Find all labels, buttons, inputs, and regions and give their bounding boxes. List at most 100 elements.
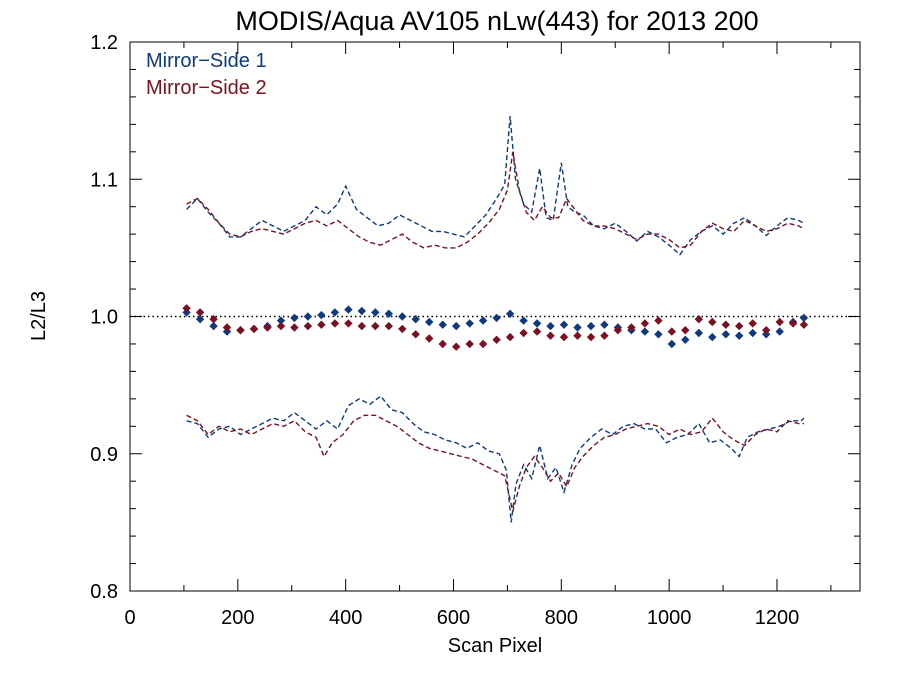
x-tick-label: 600 [437,607,470,629]
series-2-point [799,320,809,329]
series-1-point [344,305,353,314]
series-2-point [573,331,582,340]
y-tick-label: 1.0 [90,307,118,329]
series-1-point [478,316,488,325]
series-1-point [330,308,340,317]
series-2-point [559,332,569,342]
series-1-point [775,327,784,336]
series-1-point [573,323,582,332]
series-2-point [290,323,299,332]
series-2-point [600,331,609,340]
series-2-point [330,319,340,328]
series-2-point [681,326,690,335]
series-2-lower-bound-line [186,414,804,512]
series-1-point [640,327,650,336]
series-2-point [249,324,259,334]
series-1-point [600,320,609,329]
series-1-point [559,320,569,329]
y-axis-ticks: 0.8 0.9 1.0 1.1 1.2 [90,32,860,603]
x-axis-ticks: 0 200 400 600 800 1000 1200 [124,42,832,629]
x-tick-label: 400 [329,607,362,629]
series-2-point [640,319,650,328]
legend-entry-mirror-side-2: Mirror−Side 2 [146,77,267,99]
series-2-point [546,331,555,340]
series-2-point [465,339,474,349]
series-2-point [344,319,353,328]
series-1-point [667,339,676,349]
series-2-point [303,321,313,331]
series-2-point [209,315,218,324]
series-1-point [492,313,501,323]
series-1-point [290,313,299,323]
series-2-point [694,315,703,324]
series-2-point [505,332,515,342]
series-2-point [748,319,757,328]
x-tick-label: 0 [124,607,135,629]
series-1-point [505,309,515,318]
series-2-point [411,330,420,339]
series-2-point [182,304,191,313]
x-tick-label: 1200 [755,607,800,629]
series-1-point [586,321,596,331]
series-2-upper-bound-line [186,151,805,249]
series-1-point [357,306,366,316]
series-2-point [195,308,205,317]
series-1-point [371,308,380,317]
series-2-point [425,334,434,343]
series-1-point [708,332,717,342]
bounds-lines [186,116,805,523]
series-2-point [357,321,366,331]
series-1-point [411,315,420,324]
x-tick-label: 200 [221,607,254,629]
series-1-point [317,310,326,320]
series-1-point [681,335,690,344]
y-tick-label: 1.1 [90,169,118,191]
series-2-point [667,327,676,336]
series-2-point [762,326,771,335]
data-points [182,304,809,351]
series-1-point [384,309,393,318]
series-2-point [735,321,744,331]
series-2-point [708,317,717,327]
series-2-point [721,320,730,329]
series-2-point [478,339,488,349]
series-2-point [384,321,393,331]
series-1-upper-bound-line [186,116,805,256]
series-1-point [654,330,663,339]
series-1-lower-bound-line [186,395,805,523]
series-2-point [317,320,326,329]
x-axis-label: Scan Pixel [448,635,543,657]
series-1-point [721,330,730,339]
series-2-point [613,326,623,335]
series-1-point [465,319,474,328]
legend: Mirror−Side 1 Mirror−Side 2 [146,50,267,99]
series-2-point [438,339,447,349]
series-1-point [209,321,218,331]
x-tick-label: 800 [545,607,578,629]
series-1-point [799,313,809,323]
series-2-point [236,326,245,335]
series-1-point [425,317,434,327]
series-2-point [222,323,232,332]
series-1-point [519,316,528,325]
series-1-point [735,331,744,340]
series-1-point [748,328,757,338]
series-2-point [398,324,407,334]
series-2-point [263,323,272,332]
series-1-point [546,321,555,331]
x-tick-label: 1000 [647,607,692,629]
series-2-point [654,316,663,325]
series-1-point [532,319,542,328]
y-axis-label: L2/L3 [28,291,50,341]
series-2-point [276,321,286,331]
series-1-point [694,328,703,338]
series-2-point [492,335,501,344]
chart-title: MODIS/Aqua AV105 nLw(443) for 2013 200 [235,6,758,36]
series-2-point [586,332,596,342]
y-tick-label: 0.9 [90,444,118,466]
y-tick-label: 1.2 [90,32,118,54]
series-2-point [775,317,784,327]
series-1-point [398,312,407,321]
